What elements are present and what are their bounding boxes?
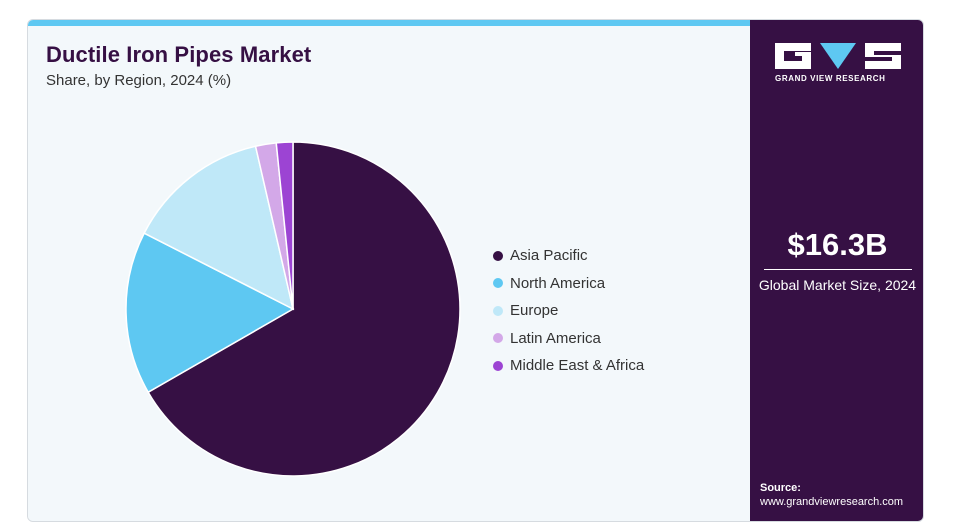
pie-slice-middle-east-africa [275, 141, 294, 310]
gvr-logo-icon [775, 43, 901, 69]
legend-label: Europe [510, 302, 559, 320]
source-url[interactable]: www.grandviewresearch.com [760, 496, 904, 508]
source-note: Source: www.grandviewresearch.com [760, 481, 903, 509]
pie-chart [28, 20, 750, 521]
market-size-value: $16.3B [787, 227, 888, 262]
accent-bar [28, 20, 750, 26]
legend-swatch [493, 278, 503, 289]
legend-item-middle-east-africa: Middle East & Africa [493, 352, 644, 380]
market-size-label: Global Market Size, 2024 [758, 277, 917, 293]
legend-swatch [493, 305, 503, 316]
legend-swatch [493, 333, 503, 344]
chart-title: Ductile Iron Pipes Market [46, 42, 312, 67]
pie-slice-north-america [125, 232, 295, 394]
info-sidebar: GRAND VIEW RESEARCH $16.3B Global Market… [750, 20, 923, 521]
legend-label: Asia Pacific [510, 247, 588, 265]
chart-panel: Ductile Iron Pipes Market Share, by Regi… [28, 20, 750, 521]
pie-slice-europe [143, 145, 295, 311]
legend-item-latin-america: Latin America [493, 325, 644, 353]
legend-swatch [493, 250, 503, 261]
pie-slice-asia-pacific [147, 141, 461, 477]
legend-label: North America [510, 274, 606, 292]
brand-logo: GRAND VIEW RESEARCH [775, 43, 901, 83]
logo-text: GRAND VIEW RESEARCH [775, 74, 886, 83]
legend-item-north-america: North America [493, 270, 644, 298]
stat-divider [764, 269, 912, 270]
legend-label: Latin America [510, 329, 601, 347]
chart-subtitle: Share, by Region, 2024 (%) [46, 72, 232, 89]
source-label: Source: [760, 482, 801, 494]
legend-label: Middle East & Africa [510, 357, 645, 375]
legend-swatch [493, 360, 503, 371]
legend-item-europe: Europe [493, 297, 644, 325]
chart-card: Ductile Iron Pipes Market Share, by Regi… [27, 19, 924, 522]
pie-svg [125, 141, 461, 477]
chart-legend: Asia Pacific North America Europe Latin Ame… [493, 242, 644, 380]
legend-item-asia-pacific: Asia Pacific [493, 242, 644, 270]
